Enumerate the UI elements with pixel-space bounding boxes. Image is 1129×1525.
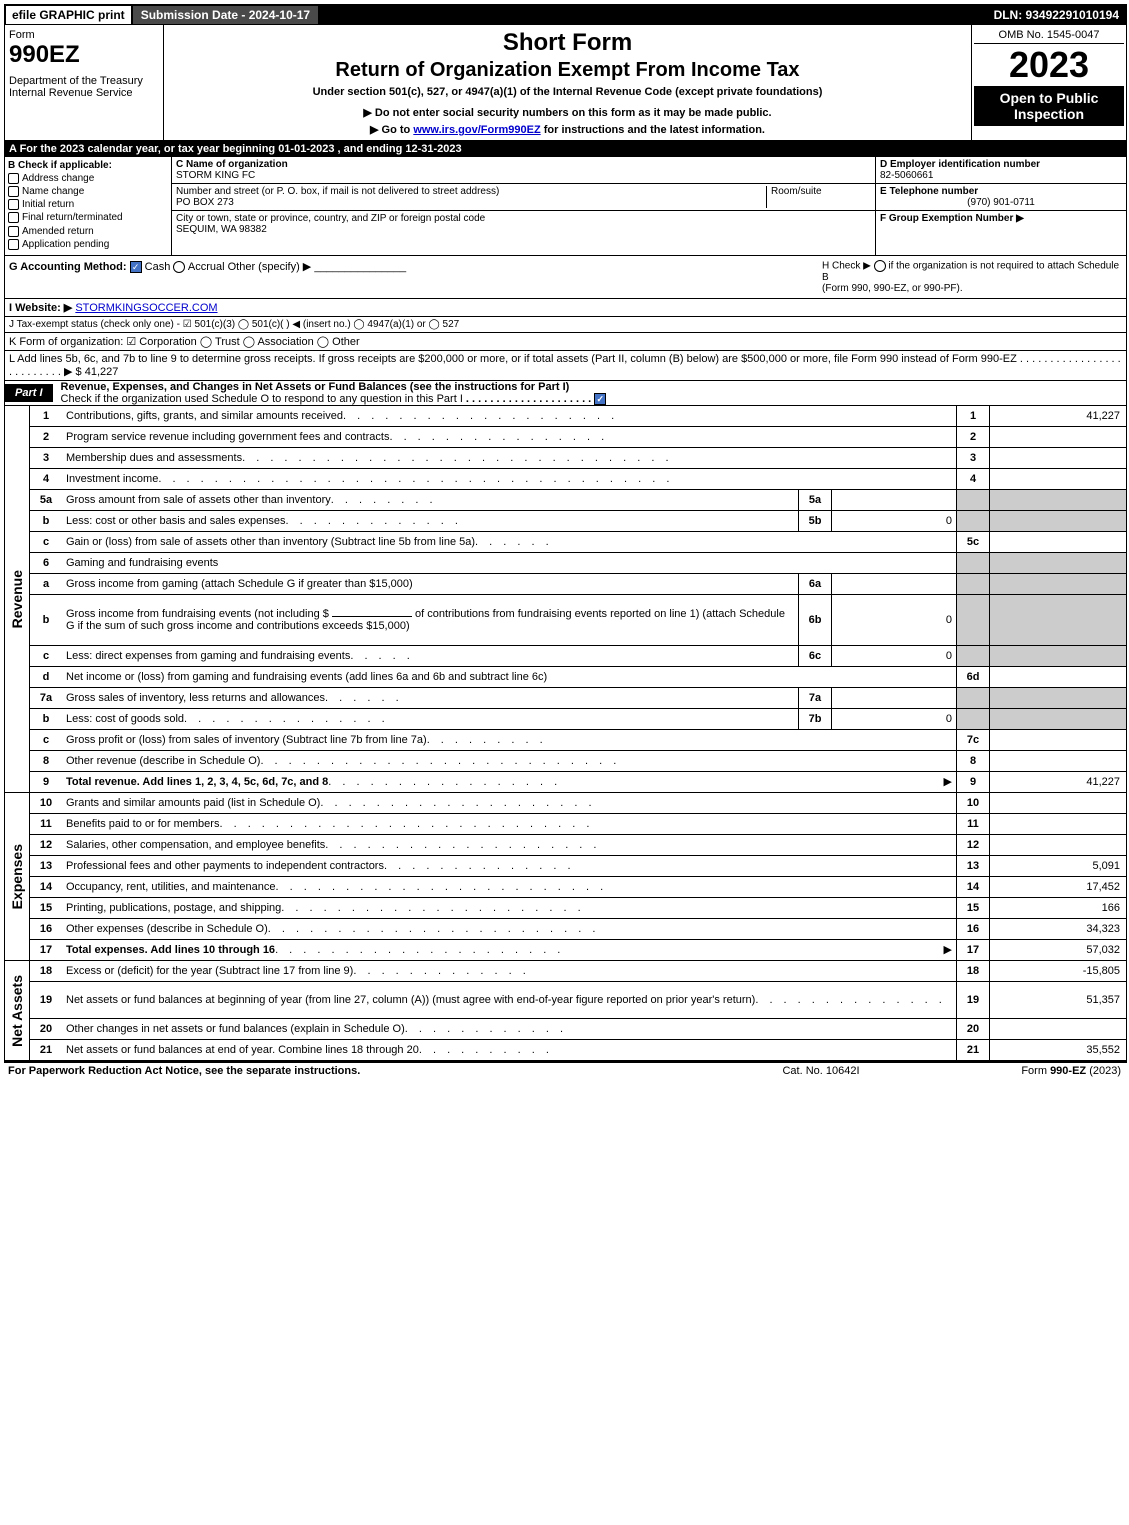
- check-application-pending[interactable]: Application pending: [8, 239, 168, 250]
- accrual-checkbox[interactable]: [173, 261, 185, 273]
- col-def: D Employer identification number 82-5060…: [875, 157, 1126, 255]
- expenses-label: Expenses: [9, 840, 25, 913]
- form-container: efile GRAPHIC print Submission Date - 20…: [4, 4, 1127, 1063]
- row-5a: 5a Gross amount from sale of assets othe…: [30, 490, 1126, 511]
- check-initial-return[interactable]: Initial return: [8, 199, 168, 210]
- line-h: H Check ▶ if the organization is not req…: [822, 260, 1122, 294]
- part1-checkbox[interactable]: ✓: [594, 393, 606, 405]
- part1-header: Part I Revenue, Expenses, and Changes in…: [5, 381, 1126, 406]
- row-6: 6 Gaming and fundraising events: [30, 553, 1126, 574]
- row-2: 2 Program service revenue including gove…: [30, 427, 1126, 448]
- row-12: 12 Salaries, other compensation, and emp…: [30, 835, 1126, 856]
- expenses-section: Expenses 10 Grants and similar amounts p…: [5, 793, 1126, 961]
- row-3: 3 Membership dues and assessments . . . …: [30, 448, 1126, 469]
- part1-label: Part I: [5, 384, 53, 402]
- row-20: 20 Other changes in net assets or fund b…: [30, 1019, 1126, 1040]
- row-10: 10 Grants and similar amounts paid (list…: [30, 793, 1126, 814]
- accounting-method: G Accounting Method: ✓ Cash Accrual Othe…: [9, 260, 822, 294]
- row-5c: c Gain or (loss) from sale of assets oth…: [30, 532, 1126, 553]
- check-amended[interactable]: Amended return: [8, 226, 168, 237]
- section-bcdef: B Check if applicable: Address change Na…: [5, 157, 1126, 256]
- open-to-public: Open to Public Inspection: [974, 86, 1124, 126]
- part1-title: Revenue, Expenses, and Changes in Net As…: [61, 381, 570, 393]
- revenue-label: Revenue: [9, 566, 25, 632]
- goto-instructions: ▶ Go to www.irs.gov/Form990EZ for instru…: [168, 123, 967, 136]
- cash-checkbox[interactable]: ✓: [130, 261, 142, 273]
- street: PO BOX 273: [176, 197, 766, 208]
- check-address-change[interactable]: Address change: [8, 173, 168, 184]
- top-bar: efile GRAPHIC print Submission Date - 20…: [5, 5, 1126, 25]
- line-j: J Tax-exempt status (check only one) - ☑…: [5, 317, 1126, 333]
- row-15: 15 Printing, publications, postage, and …: [30, 898, 1126, 919]
- row-7a: 7a Gross sales of inventory, less return…: [30, 688, 1126, 709]
- footer-right: Form 990-EZ (2023): [921, 1065, 1121, 1077]
- ein-label: D Employer identification number: [880, 159, 1122, 170]
- row-9: 9 Total revenue. Add lines 1, 2, 3, 4, 5…: [30, 772, 1126, 792]
- col-c: C Name of organization STORM KING FC Num…: [172, 157, 875, 255]
- short-form-title: Short Form: [168, 29, 967, 57]
- row-14: 14 Occupancy, rent, utilities, and maint…: [30, 877, 1126, 898]
- group-exemption-label: F Group Exemption Number ▶: [880, 213, 1122, 224]
- row-8: 8 Other revenue (describe in Schedule O)…: [30, 751, 1126, 772]
- row-7b: b Less: cost of goods sold . . . . . . .…: [30, 709, 1126, 730]
- netassets-label: Net Assets: [9, 971, 25, 1051]
- row-1: 1 Contributions, gifts, grants, and simi…: [30, 406, 1126, 427]
- row-17: 17 Total expenses. Add lines 10 through …: [30, 940, 1126, 960]
- row-5b: b Less: cost or other basis and sales ex…: [30, 511, 1126, 532]
- part1-check: Check if the organization used Schedule …: [61, 393, 463, 405]
- dept-irs: Internal Revenue Service: [9, 87, 159, 99]
- room-label: Room/suite: [771, 186, 871, 197]
- tax-year: 2023: [974, 44, 1124, 86]
- row-6b: b Gross income from fundraising events (…: [30, 595, 1126, 646]
- form-header: Form 990EZ Department of the Treasury In…: [5, 25, 1126, 141]
- footer-left: For Paperwork Reduction Act Notice, see …: [8, 1065, 721, 1077]
- under-section: Under section 501(c), 527, or 4947(a)(1)…: [168, 86, 967, 98]
- dln: DLN: 93492291010194: [988, 6, 1125, 24]
- street-label: Number and street (or P. O. box, if mail…: [176, 186, 766, 197]
- line-k: K Form of organization: ☑ Corporation ◯ …: [5, 333, 1126, 351]
- revenue-section: Revenue 1 Contributions, gifts, grants, …: [5, 406, 1126, 793]
- row-7c: c Gross profit or (loss) from sales of i…: [30, 730, 1126, 751]
- ein: 82-5060661: [880, 170, 1122, 181]
- phone: (970) 901-0711: [880, 197, 1122, 208]
- phone-label: E Telephone number: [880, 186, 1122, 197]
- omb-number: OMB No. 1545-0047: [974, 27, 1124, 44]
- line-l: L Add lines 5b, 6c, and 7b to line 9 to …: [5, 351, 1126, 381]
- h-checkbox[interactable]: [874, 260, 886, 272]
- dept-treasury: Department of the Treasury: [9, 75, 159, 87]
- website-link[interactable]: STORMKINGSOCCER.COM: [75, 302, 217, 314]
- check-name-change[interactable]: Name change: [8, 186, 168, 197]
- row-6c: c Less: direct expenses from gaming and …: [30, 646, 1126, 667]
- footer: For Paperwork Reduction Act Notice, see …: [4, 1063, 1125, 1079]
- line-i: I Website: ▶ STORMKINGSOCCER.COM: [5, 299, 1126, 317]
- submission-date: Submission Date - 2024-10-17: [133, 6, 318, 24]
- row-6d: d Net income or (loss) from gaming and f…: [30, 667, 1126, 688]
- netassets-section: Net Assets 18 Excess or (deficit) for th…: [5, 961, 1126, 1062]
- city-label: City or town, state or province, country…: [176, 213, 871, 224]
- do-not-enter: ▶ Do not enter social security numbers o…: [168, 106, 967, 119]
- footer-mid: Cat. No. 10642I: [721, 1065, 921, 1077]
- row-4: 4 Investment income . . . . . . . . . . …: [30, 469, 1126, 490]
- col-b: B Check if applicable: Address change Na…: [5, 157, 172, 255]
- org-name: STORM KING FC: [176, 170, 871, 181]
- org-name-label: C Name of organization: [176, 159, 871, 170]
- line-a: A For the 2023 calendar year, or tax yea…: [5, 141, 1126, 157]
- city: SEQUIM, WA 98382: [176, 224, 871, 235]
- form-label: Form: [9, 29, 159, 41]
- row-21: 21 Net assets or fund balances at end of…: [30, 1040, 1126, 1060]
- row-19: 19 Net assets or fund balances at beginn…: [30, 982, 1126, 1019]
- return-title: Return of Organization Exempt From Incom…: [168, 59, 967, 82]
- check-final-return[interactable]: Final return/terminated: [8, 212, 168, 223]
- row-13: 13 Professional fees and other payments …: [30, 856, 1126, 877]
- b-label: B Check if applicable:: [8, 160, 168, 171]
- row-6a: a Gross income from gaming (attach Sched…: [30, 574, 1126, 595]
- irs-link[interactable]: www.irs.gov/Form990EZ: [413, 124, 540, 136]
- line-gh: G Accounting Method: ✓ Cash Accrual Othe…: [5, 256, 1126, 299]
- efile-print-button[interactable]: efile GRAPHIC print: [6, 6, 131, 24]
- row-11: 11 Benefits paid to or for members . . .…: [30, 814, 1126, 835]
- row-16: 16 Other expenses (describe in Schedule …: [30, 919, 1126, 940]
- form-number: 990EZ: [9, 41, 159, 69]
- row-18: 18 Excess or (deficit) for the year (Sub…: [30, 961, 1126, 982]
